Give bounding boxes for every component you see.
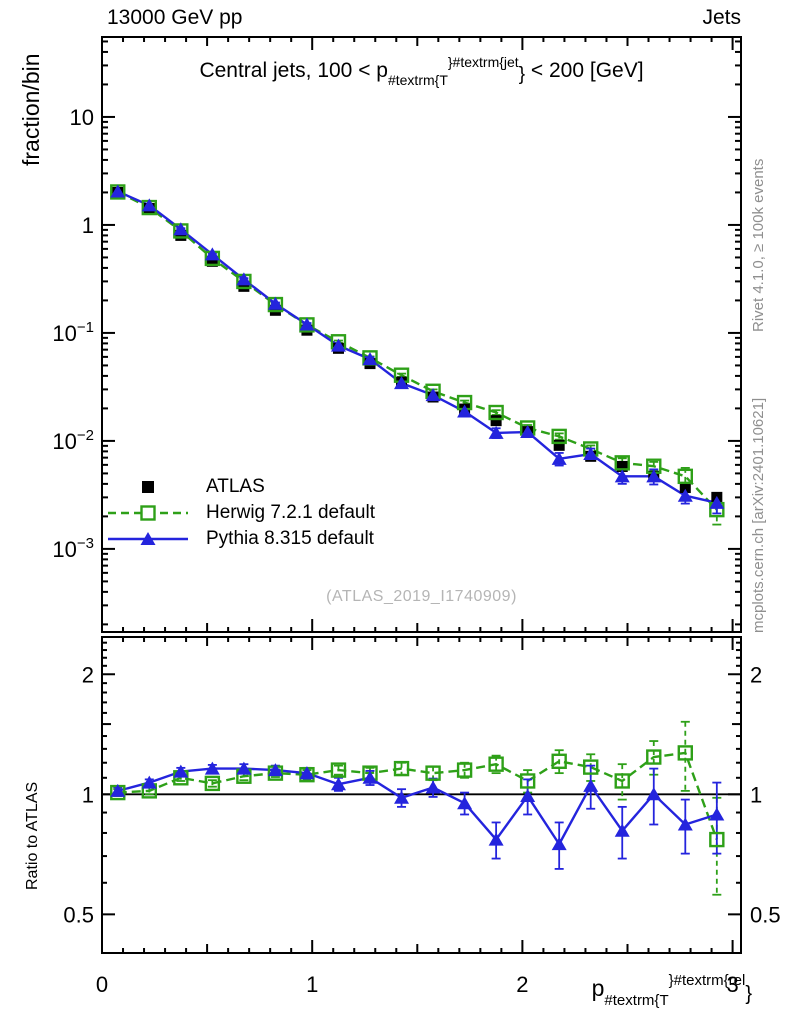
svg-text:10−3: 10−3 <box>52 535 94 562</box>
x-axis-title-brace: } <box>745 983 752 1005</box>
plot-title-superscript: }#textrm{jet <box>447 54 519 70</box>
svg-text:10−1: 10−1 <box>52 319 94 346</box>
svg-text:1: 1 <box>750 782 762 807</box>
legend: ATLAS Herwig 7.2.1 default Pythia 8.315 … <box>104 474 375 552</box>
legend-label: ATLAS <box>206 476 265 497</box>
svg-text:2: 2 <box>516 972 528 997</box>
legend-item-atlas: ATLAS <box>104 474 375 500</box>
svg-text:10−2: 10−2 <box>52 427 94 454</box>
plot-title: Central jets, 100 < p#textrm{T }#textrm{j… <box>102 54 741 88</box>
beam-energy-label: 13000 GeV pp <box>107 6 243 29</box>
x-axis-title-pre: p <box>591 975 605 1001</box>
herwig-marker-icon <box>108 505 188 521</box>
svg-text:0.5: 0.5 <box>750 902 781 927</box>
svg-text:0.5: 0.5 <box>63 902 94 927</box>
plot-title-subscript: #textrm{T <box>387 72 448 88</box>
x-axis-title-superscript: }#textrm{rel <box>668 972 746 989</box>
svg-text:2: 2 <box>82 662 94 687</box>
pythia-marker-icon <box>108 532 188 545</box>
svg-text:0: 0 <box>96 972 108 997</box>
analysis-id-watermark: (ATLAS_2019_I1740909) <box>326 588 517 605</box>
svg-text:1: 1 <box>82 782 94 807</box>
legend-item-herwig: Herwig 7.2.1 default <box>104 500 375 526</box>
legend-label: Herwig 7.2.1 default <box>206 502 375 523</box>
ratio-y-axis-title: Ratio to ATLAS <box>24 781 41 890</box>
analysis-group-label: Jets <box>702 6 741 29</box>
svg-text:1: 1 <box>306 972 318 997</box>
svg-text:2: 2 <box>750 662 762 687</box>
svg-text:1: 1 <box>82 213 94 238</box>
mcplots-source-note: mcplots.cern.ch [arXiv:2401.10621] <box>750 397 767 633</box>
plot-title-pre: Central jets, 100 < p <box>199 59 388 82</box>
atlas-marker-icon <box>142 481 154 493</box>
legend-label: Pythia 8.315 default <box>206 528 374 549</box>
x-axis-title-subscript: #textrm{T <box>604 992 669 1009</box>
rivet-version-note: Rivet 4.1.0, ≥ 100k events <box>750 158 767 332</box>
svg-text:10: 10 <box>70 105 94 130</box>
plot-title-post: < 200 [GeV] <box>525 59 644 82</box>
legend-item-pythia: Pythia 8.315 default <box>104 526 375 552</box>
x-axis-title: p#textrm{T }#textrm{rel} <box>592 972 752 1009</box>
svg-text:3: 3 <box>726 972 738 997</box>
main-y-axis-title: fraction/bin <box>18 53 44 166</box>
plot-title-brace: } <box>518 64 526 85</box>
